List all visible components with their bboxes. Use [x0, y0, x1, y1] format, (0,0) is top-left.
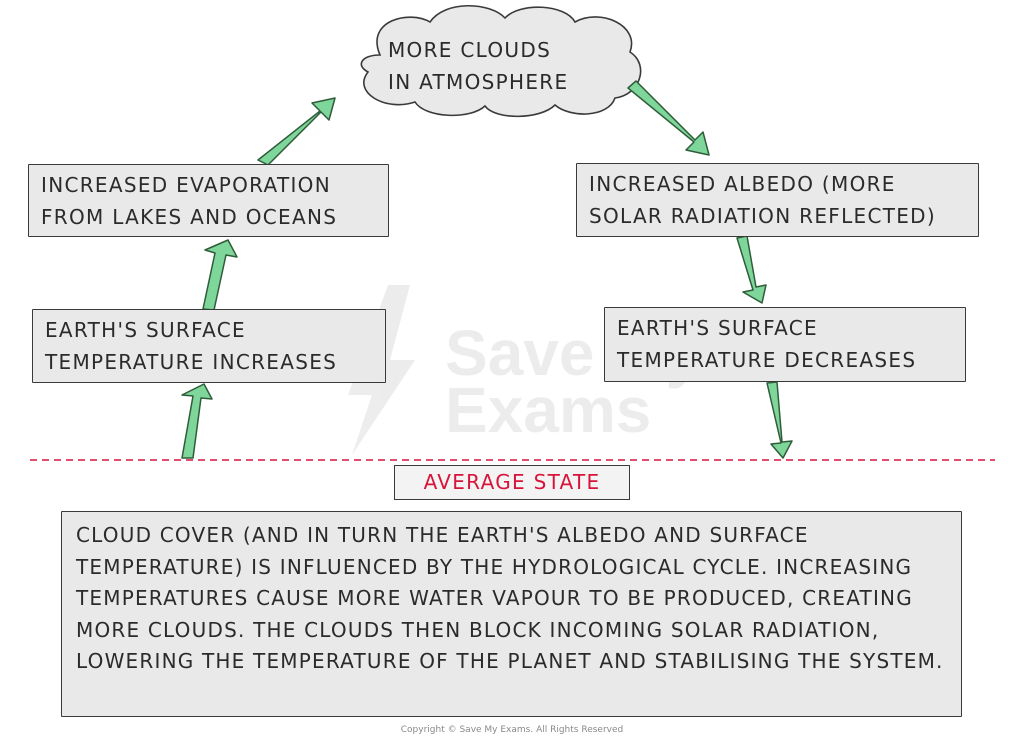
temp-decrease-line1: EARTH'S SURFACE [617, 316, 818, 340]
average-state-label: AVERAGE STATE [394, 465, 630, 500]
arrow-up-to-temp-increase [181, 383, 213, 459]
temp-increase-line1: EARTH'S SURFACE [45, 318, 246, 342]
cloud-label-line1: MORE CLOUDS [388, 38, 552, 62]
cloud-label-line2: IN ATMOSPHERE [388, 70, 569, 94]
cloud-label: MORE CLOUDS IN ATMOSPHERE [388, 34, 658, 98]
albedo-line1: INCREASED ALBEDO (MORE [589, 172, 896, 196]
evaporation-line2: FROM LAKES AND OCEANS [41, 205, 338, 229]
albedo-box: INCREASED ALBEDO (MORE SOLAR RADIATION R… [576, 163, 979, 237]
arrow-up-to-evaporation [202, 239, 238, 311]
temp-decrease-line2: TEMPERATURE DECREASES [617, 348, 917, 372]
watermark-text-line2: Exams [445, 374, 651, 446]
temp-increase-box: EARTH'S SURFACE TEMPERATURE INCREASES [32, 309, 386, 383]
arrow-down-to-average [766, 381, 793, 459]
temp-decrease-box: EARTH'S SURFACE TEMPERATURE DECREASES [604, 307, 966, 382]
copyright-notice: Copyright © Save My Exams. All Rights Re… [400, 725, 624, 735]
evaporation-box: INCREASED EVAPORATION FROM LAKES AND OCE… [28, 164, 389, 237]
evaporation-line1: INCREASED EVAPORATION [41, 173, 331, 197]
arrow-down-to-albedo [627, 80, 710, 156]
arrow-down-to-temp-decrease [736, 235, 767, 304]
cloud-shape [360, 4, 642, 118]
albedo-line2: SOLAR RADIATION REFLECTED) [589, 204, 936, 228]
temp-increase-line2: TEMPERATURE INCREASES [45, 350, 338, 374]
explanation-box: CLOUD COVER (AND IN TURN THE EARTH'S ALB… [61, 511, 962, 717]
explanation-text: CLOUD COVER (AND IN TURN THE EARTH'S ALB… [76, 523, 944, 673]
arrow-up-to-cloud [257, 97, 336, 166]
